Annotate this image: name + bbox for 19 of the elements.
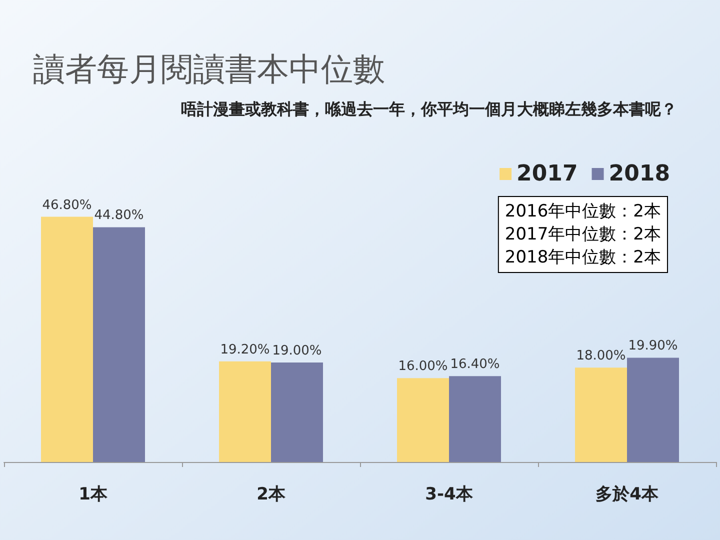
legend-label: 2017 xyxy=(516,162,578,186)
annotation: 2018年中位數：2本 xyxy=(504,248,662,268)
annotation: 2016年中位數：2本 xyxy=(504,202,662,222)
x-tick-label: 多於4本 xyxy=(596,484,660,504)
data-label: 16.00% xyxy=(398,359,448,374)
x-tick-label: 3-4本 xyxy=(425,484,474,504)
annotation: 2017年中位數：2本 xyxy=(504,224,662,244)
data-label: 46.80% xyxy=(42,198,92,213)
data-label: 19.90% xyxy=(628,338,678,354)
chart-title: 讀者每月閱讀書本中位數 xyxy=(33,50,385,88)
data-label: 19.00% xyxy=(272,343,322,358)
data-label: 44.80% xyxy=(94,208,144,224)
data-label: 19.20% xyxy=(220,342,270,358)
x-tick-label: 1本 xyxy=(78,484,108,504)
data-label: 18.00% xyxy=(576,348,626,364)
chart-subtitle: 唔計漫畫或教科書，喺過去一年，你平均一個月大概睇左幾多本書呢？ xyxy=(181,100,677,118)
data-label: 16.40% xyxy=(450,357,500,372)
legend-label: 2018 xyxy=(608,162,670,186)
x-tick-label: 2本 xyxy=(256,484,286,504)
